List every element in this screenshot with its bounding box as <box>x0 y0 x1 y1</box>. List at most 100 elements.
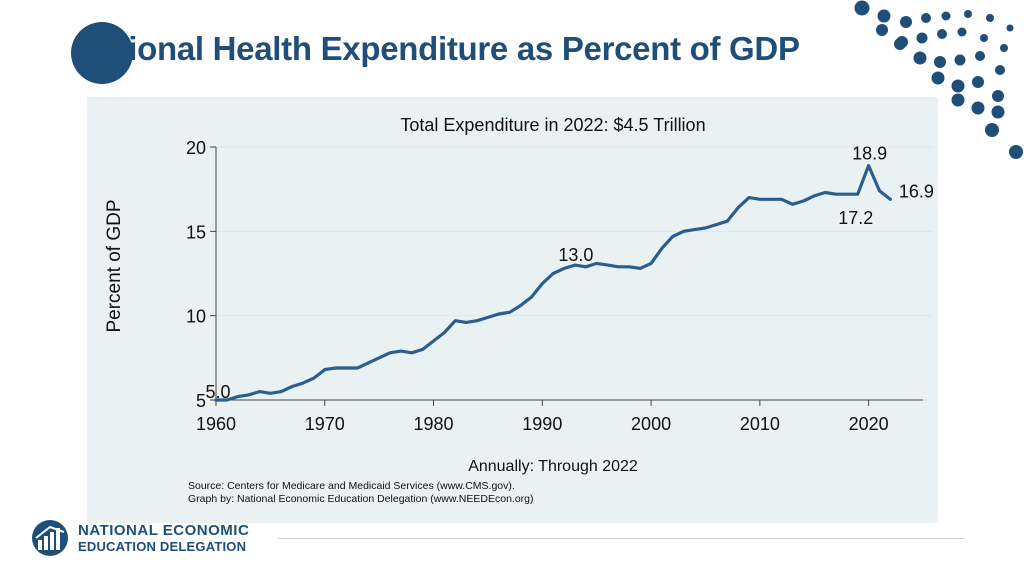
data-point <box>671 235 675 238</box>
data-point <box>312 376 316 380</box>
data-point <box>693 228 696 231</box>
data-point <box>443 331 446 334</box>
data-point <box>508 311 511 314</box>
data-point <box>551 272 555 275</box>
decorative-dot <box>975 51 985 61</box>
data-point <box>573 263 577 267</box>
data-point <box>660 247 664 250</box>
decorative-dot <box>1009 145 1023 159</box>
decorative-dot <box>854 0 870 16</box>
data-point <box>791 203 794 206</box>
data-point <box>617 265 620 268</box>
decorative-dot <box>913 51 927 65</box>
data-point <box>301 381 305 385</box>
data-label: 18.9 <box>852 144 887 164</box>
decorative-dot <box>876 24 888 36</box>
x-tick-label: 1990 <box>522 414 562 434</box>
y-axis-label: Percent of GDP <box>104 199 125 332</box>
data-annotations: 5.0 13.0 18.9 17.2 16.9 <box>205 144 933 402</box>
data-label: 13.0 <box>558 245 593 265</box>
data-point <box>823 191 827 194</box>
credit-note: Graph by: National Economic Education De… <box>188 493 534 505</box>
data-point <box>421 348 424 351</box>
decorative-dot <box>1000 44 1008 52</box>
data-point <box>704 226 707 230</box>
data-point <box>562 267 566 270</box>
data-point <box>595 262 598 265</box>
decorative-dot <box>937 29 947 39</box>
data-point <box>519 304 522 307</box>
data-point <box>726 220 729 223</box>
data-point <box>323 368 326 371</box>
data-point <box>399 349 403 353</box>
data-point <box>628 265 631 268</box>
decorative-dot <box>954 54 966 66</box>
data-point <box>682 230 685 233</box>
decorative-dot <box>995 65 1005 75</box>
data-point <box>464 321 468 324</box>
logo-text-line-2: EDUCATION DELEGATION <box>78 539 247 554</box>
decorative-dot <box>921 13 931 23</box>
data-label: 16.9 <box>899 181 934 201</box>
data-point <box>715 223 718 226</box>
data-point <box>649 262 653 265</box>
data-point <box>530 295 533 299</box>
data-point <box>258 390 261 393</box>
data-point <box>813 194 816 198</box>
need-logo-icon <box>32 520 68 556</box>
data-point <box>225 398 229 402</box>
data-point <box>236 395 239 398</box>
x-tick-label: 1960 <box>196 414 236 434</box>
decorative-dot <box>992 90 1004 102</box>
logo-text-line-1: NATIONAL ECONOMIC <box>78 522 250 539</box>
decorative-dot <box>980 34 988 42</box>
data-point <box>410 351 413 354</box>
data-point <box>388 351 392 354</box>
source-note: Source: Centers for Medicare and Medicai… <box>188 480 515 492</box>
title-accent-circle <box>71 22 133 84</box>
decorative-dot <box>941 11 951 21</box>
decorative-dot <box>986 14 994 22</box>
decorative-dot <box>916 32 928 44</box>
data-point <box>878 189 881 193</box>
data-point <box>889 198 892 201</box>
data-point <box>497 312 500 316</box>
data-point <box>802 199 805 203</box>
x-tick-label: 1970 <box>305 414 345 434</box>
data-point <box>454 319 457 322</box>
y-tick-label: 10 <box>186 307 206 327</box>
data-point <box>639 267 642 270</box>
data-label: 17.2 <box>838 208 873 228</box>
line-chart: 5 10 15 20 1960 1970 1980 1990 2000 2010 2020 5.0 1… <box>104 115 934 505</box>
data-label: 5.0 <box>205 382 230 402</box>
x-tick-label: 2010 <box>740 414 780 434</box>
data-points <box>214 164 892 402</box>
x-tick-label: 1980 <box>414 414 454 434</box>
data-point <box>758 198 762 201</box>
data-point <box>269 392 272 395</box>
decorative-dot <box>931 71 945 85</box>
data-point <box>584 265 588 268</box>
decorative-dot <box>877 9 891 23</box>
data-point <box>356 366 359 370</box>
decorative-dot <box>971 101 985 115</box>
x-tick-label: 2020 <box>849 414 889 434</box>
decorative-dot <box>894 38 906 50</box>
x-axis-label: Annually: Through 2022 <box>468 458 638 475</box>
data-point <box>334 366 337 370</box>
data-point <box>769 198 772 201</box>
data-point <box>377 356 381 360</box>
decorative-dot <box>934 56 946 68</box>
axis-ticks: 5 10 15 20 1960 1970 1980 1990 2000 2010 2020 <box>186 138 889 434</box>
data-point <box>780 198 783 201</box>
data-point <box>345 366 348 370</box>
data-point <box>606 263 609 267</box>
footer-divider <box>278 538 964 539</box>
decorative-dot <box>957 27 967 37</box>
data-point <box>367 361 370 365</box>
y-tick-label: 15 <box>186 222 206 242</box>
data-point <box>486 316 490 319</box>
data-point <box>214 398 218 402</box>
data-point <box>736 206 740 209</box>
chart-title: Total Expenditure in 2022: $4.5 Trillion <box>400 115 705 135</box>
